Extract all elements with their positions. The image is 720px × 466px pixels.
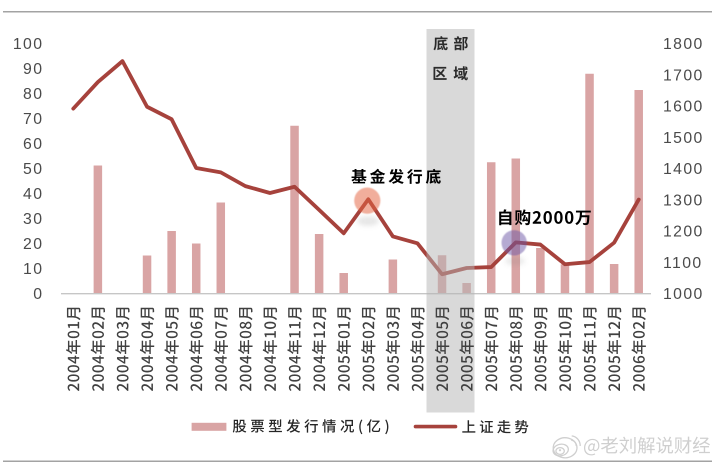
svg-text:1500: 1500	[663, 130, 704, 147]
svg-text:1300: 1300	[663, 192, 704, 209]
svg-text:40: 40	[23, 186, 43, 203]
svg-text:1700: 1700	[663, 68, 704, 85]
svg-text:60: 60	[23, 136, 43, 153]
svg-text:0: 0	[33, 286, 43, 303]
svg-text:1100: 1100	[663, 255, 703, 272]
svg-text:1400: 1400	[663, 161, 704, 178]
svg-text:70: 70	[23, 111, 43, 128]
svg-text:100: 100	[13, 36, 44, 53]
svg-text:1600: 1600	[663, 99, 704, 116]
svg-text:20: 20	[23, 236, 43, 253]
svg-text:30: 30	[23, 211, 43, 228]
svg-text:10: 10	[23, 261, 43, 278]
svg-text:1000: 1000	[663, 286, 704, 303]
svg-text:1800: 1800	[663, 36, 704, 53]
svg-text:80: 80	[23, 86, 43, 103]
svg-text:90: 90	[23, 61, 43, 78]
svg-text:1200: 1200	[663, 224, 704, 241]
svg-text:50: 50	[23, 161, 43, 178]
